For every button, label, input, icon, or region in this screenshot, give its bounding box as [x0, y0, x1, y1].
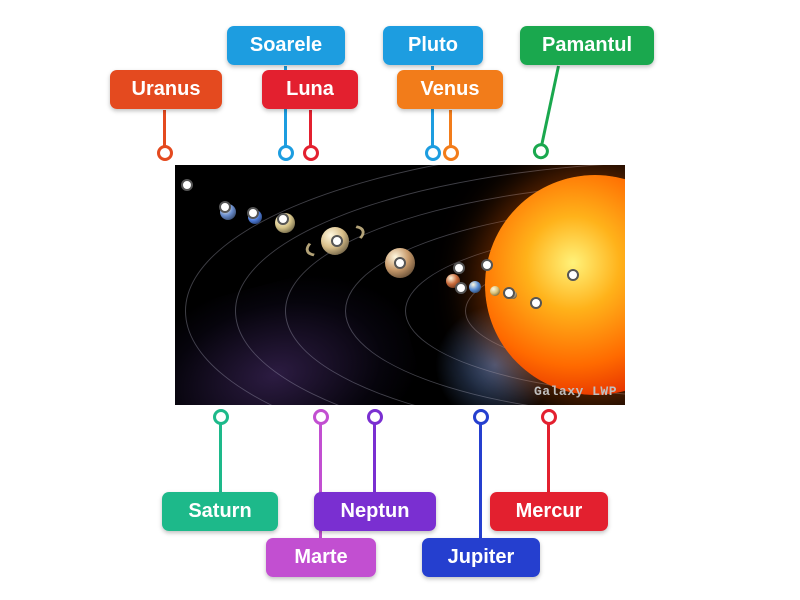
- label-pluto[interactable]: Pluto: [383, 26, 483, 65]
- label-mercur[interactable]: Mercur: [490, 492, 608, 531]
- watermark-text: Galaxy LWP: [534, 384, 617, 399]
- label-uranus[interactable]: Uranus: [110, 70, 222, 109]
- drop-marker[interactable]: [247, 207, 259, 219]
- drop-marker[interactable]: [453, 262, 465, 274]
- label-jupiter[interactable]: Jupiter: [422, 538, 540, 577]
- solar-system-image: Galaxy LWP: [175, 165, 625, 405]
- drop-marker[interactable]: [219, 201, 231, 213]
- drop-marker[interactable]: [181, 179, 193, 191]
- label-neptun[interactable]: Neptun: [314, 492, 436, 531]
- label-marte[interactable]: Marte: [266, 538, 376, 577]
- drop-marker[interactable]: [530, 297, 542, 309]
- drop-marker[interactable]: [455, 282, 467, 294]
- drop-marker[interactable]: [394, 257, 406, 269]
- drop-marker[interactable]: [567, 269, 579, 281]
- label-venus[interactable]: Venus: [397, 70, 503, 109]
- drop-marker[interactable]: [481, 259, 493, 271]
- label-luna[interactable]: Luna: [262, 70, 358, 109]
- drop-marker[interactable]: [503, 287, 515, 299]
- drop-marker[interactable]: [277, 213, 289, 225]
- label-saturn[interactable]: Saturn: [162, 492, 278, 531]
- label-soarele[interactable]: Soarele: [227, 26, 345, 65]
- label-pamantul[interactable]: Pamantul: [520, 26, 654, 65]
- drop-marker[interactable]: [331, 235, 343, 247]
